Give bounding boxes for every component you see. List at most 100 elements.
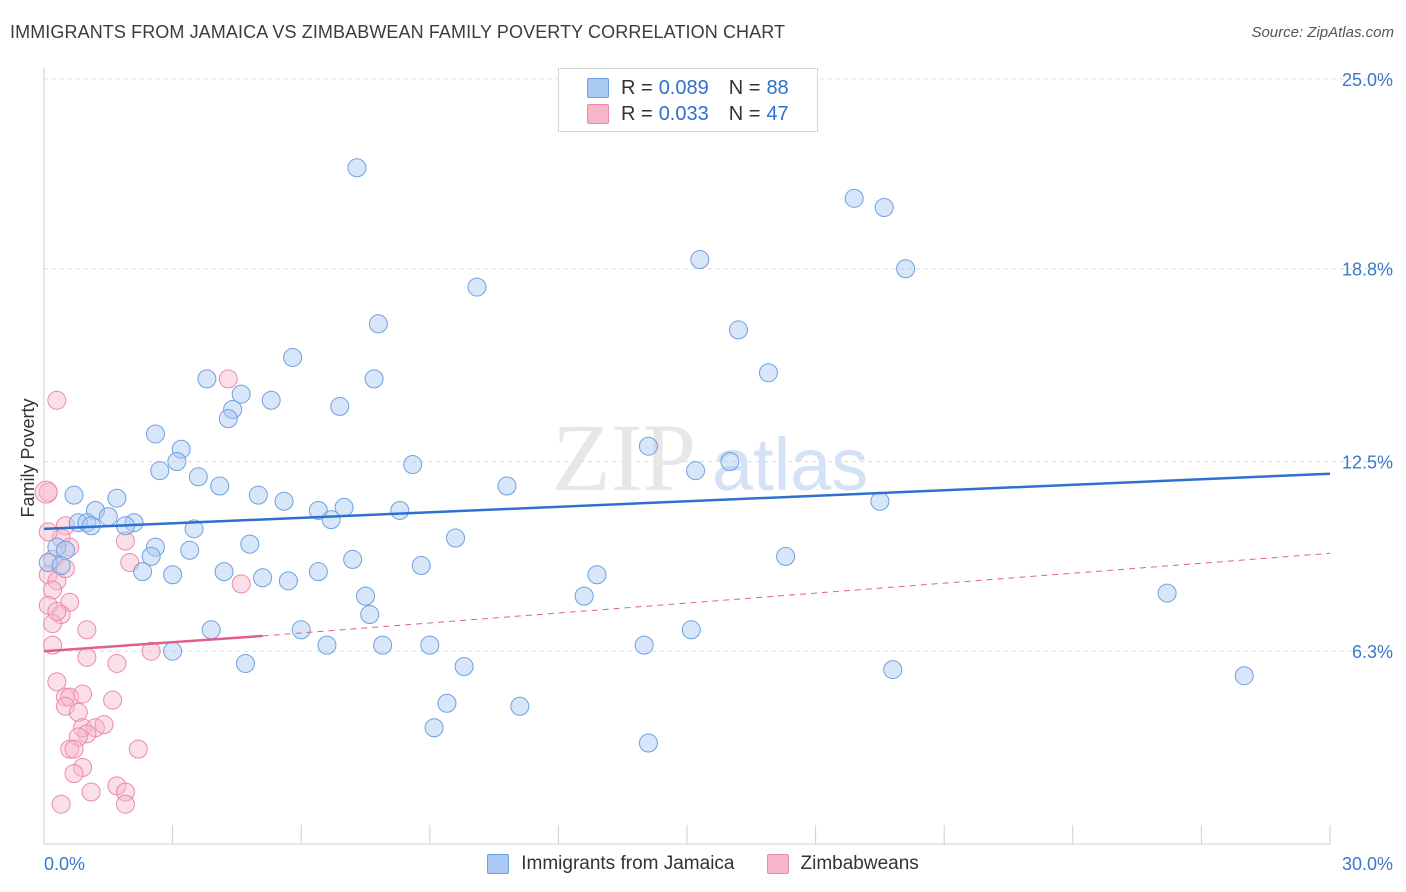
x-tick-label: 0.0% — [44, 854, 85, 874]
data-point-jamaica — [681, 620, 701, 640]
axes — [43, 68, 1331, 845]
data-point-jamaica — [235, 653, 255, 673]
y-tick-label: 6.3% — [1352, 642, 1393, 662]
data-point-zimbabweans — [103, 690, 123, 710]
legend-r-label: R = — [621, 102, 653, 125]
legend-row-zimbabweans: R = 0.033 N = 47 — [587, 102, 789, 126]
data-point-jamaica — [776, 546, 796, 566]
series-zimbabweans — [34, 369, 251, 814]
data-point-jamaica — [184, 519, 204, 539]
legend-n-value: 47 — [766, 102, 789, 125]
gridlines — [44, 78, 1394, 652]
data-point-jamaica — [38, 552, 58, 572]
data-point-jamaica — [321, 510, 341, 530]
data-point-jamaica — [167, 452, 187, 471]
data-point-zimbabweans — [115, 794, 135, 814]
data-point-jamaica — [317, 635, 337, 655]
data-point-jamaica — [145, 424, 165, 444]
data-point-jamaica — [107, 488, 127, 508]
data-point-jamaica — [163, 641, 183, 661]
trend-line-zimbabweans — [43, 634, 263, 653]
data-point-jamaica — [274, 491, 294, 511]
data-point-jamaica — [308, 500, 328, 520]
bottom-legend: Immigrants from Jamaica Zimbabweans — [0, 852, 1406, 876]
data-point-jamaica — [231, 384, 251, 404]
data-point-zimbabweans — [94, 715, 114, 735]
data-point-jamaica — [188, 467, 208, 487]
data-point-jamaica — [171, 439, 191, 459]
stats-legend: R = 0.089 N = 88 R = 0.033 N = 47 — [558, 68, 818, 132]
data-point-jamaica — [253, 568, 273, 588]
data-point-jamaica — [145, 537, 165, 557]
bottom-legend-swatch-blue — [487, 854, 510, 874]
data-point-jamaica — [437, 693, 457, 713]
legend-n-label: N = — [728, 102, 761, 125]
y-tick-label: 18.8% — [1342, 260, 1393, 280]
watermark: ZIP atlas — [552, 404, 868, 511]
y-tick-label: 25.0% — [1342, 70, 1393, 90]
data-point-jamaica — [308, 562, 328, 582]
data-point-jamaica — [248, 485, 268, 505]
trend-lines — [43, 472, 1331, 653]
data-point-jamaica — [223, 399, 243, 419]
data-point-jamaica — [574, 586, 594, 606]
data-point-jamaica — [240, 534, 260, 554]
data-point-jamaica — [291, 620, 311, 640]
data-point-zimbabweans — [60, 687, 80, 707]
data-point-jamaica — [870, 491, 890, 511]
data-point-jamaica — [638, 436, 658, 456]
data-point-zimbabweans — [81, 782, 101, 802]
data-point-zimbabweans — [47, 601, 67, 621]
data-point-zimbabweans — [77, 647, 97, 667]
data-point-zimbabweans — [55, 516, 75, 536]
data-point-jamaica — [201, 620, 221, 640]
data-point-zimbabweans — [60, 739, 80, 759]
watermark-zip: ZIP — [552, 404, 696, 511]
data-point-zimbabweans — [231, 574, 251, 594]
y-tick-label: 12.5% — [1342, 453, 1393, 473]
data-point-zimbabweans — [107, 653, 127, 673]
data-point-zimbabweans — [34, 480, 58, 504]
legend-swatch-pink — [587, 104, 609, 124]
legend-r-label: R = — [621, 76, 653, 99]
data-point-jamaica — [64, 485, 84, 505]
bottom-legend-jamaica: Immigrants from Jamaica — [487, 852, 735, 876]
data-point-jamaica — [55, 540, 75, 560]
data-point-jamaica — [51, 556, 71, 576]
data-point-jamaica — [497, 476, 517, 496]
data-point-jamaica — [141, 546, 161, 566]
data-point-jamaica — [874, 198, 894, 218]
data-point-jamaica — [587, 565, 607, 585]
data-point-jamaica — [343, 549, 363, 569]
data-point-jamaica — [163, 565, 183, 585]
data-point-jamaica — [347, 158, 367, 178]
data-point-zimbabweans — [115, 531, 135, 551]
data-point-jamaica — [98, 507, 118, 527]
data-point-jamaica — [896, 259, 916, 279]
data-point-zimbabweans — [128, 739, 148, 759]
chart-title: IMMIGRANTS FROM JAMAICA VS ZIMBABWEAN FA… — [10, 22, 786, 42]
data-point-zimbabweans — [218, 369, 238, 389]
data-point-jamaica — [1234, 666, 1254, 686]
data-point-zimbabweans — [68, 702, 88, 722]
data-point-zimbabweans — [43, 580, 63, 600]
data-point-jamaica — [883, 660, 903, 680]
data-point-jamaica — [420, 635, 440, 655]
data-point-jamaica — [373, 635, 393, 655]
data-point-jamaica — [210, 476, 230, 496]
data-point-jamaica — [844, 188, 864, 208]
source-label: Source: ZipAtlas.com — [1251, 24, 1394, 41]
legend-r-value: 0.033 — [658, 102, 709, 125]
data-point-zimbabweans — [141, 641, 161, 661]
x-tick-label: 30.0% — [1342, 854, 1393, 874]
legend-n-value: 88 — [766, 76, 789, 99]
data-point-zimbabweans — [47, 672, 67, 692]
data-point-zimbabweans — [43, 614, 63, 634]
trend-line-zimbabweans-extended — [262, 552, 1331, 637]
data-point-jamaica — [758, 363, 778, 383]
data-point-zimbabweans — [73, 684, 93, 704]
data-point-zimbabweans — [64, 764, 84, 784]
data-point-jamaica — [197, 369, 217, 389]
data-point-jamaica — [360, 605, 380, 624]
legend-r-value: 0.089 — [658, 76, 709, 99]
